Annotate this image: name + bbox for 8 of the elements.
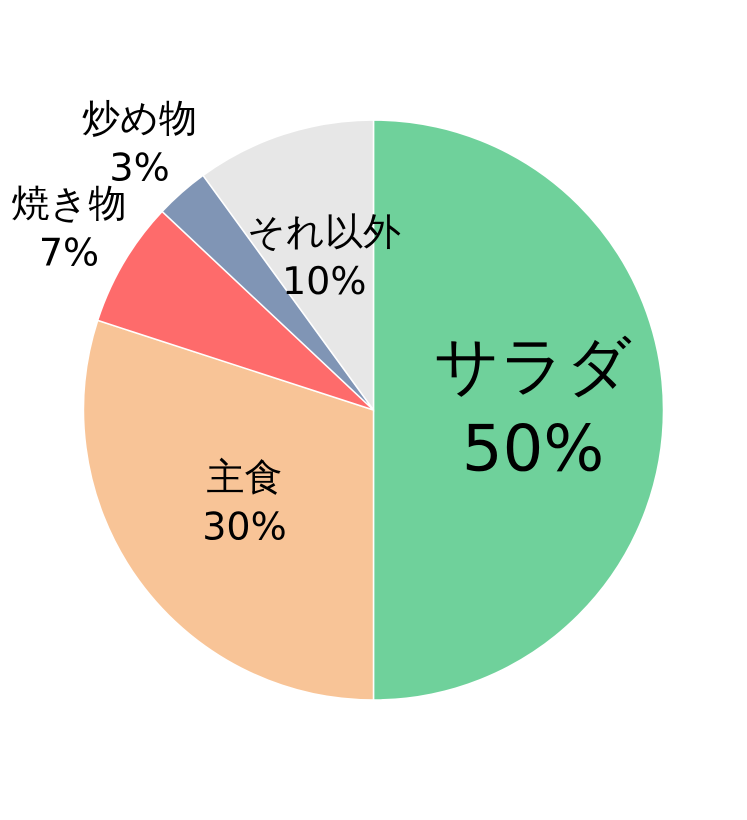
slice-label: サラダ — [434, 329, 632, 404]
data-label: 50% — [462, 412, 604, 487]
data-label: 10% — [282, 259, 366, 304]
slice-label: 焼き物 — [11, 181, 126, 226]
data-label: 7% — [38, 230, 100, 275]
data-label: 30% — [202, 504, 287, 548]
slice-label: 主食 — [206, 455, 282, 500]
slice-label: 炒め物 — [82, 96, 198, 140]
